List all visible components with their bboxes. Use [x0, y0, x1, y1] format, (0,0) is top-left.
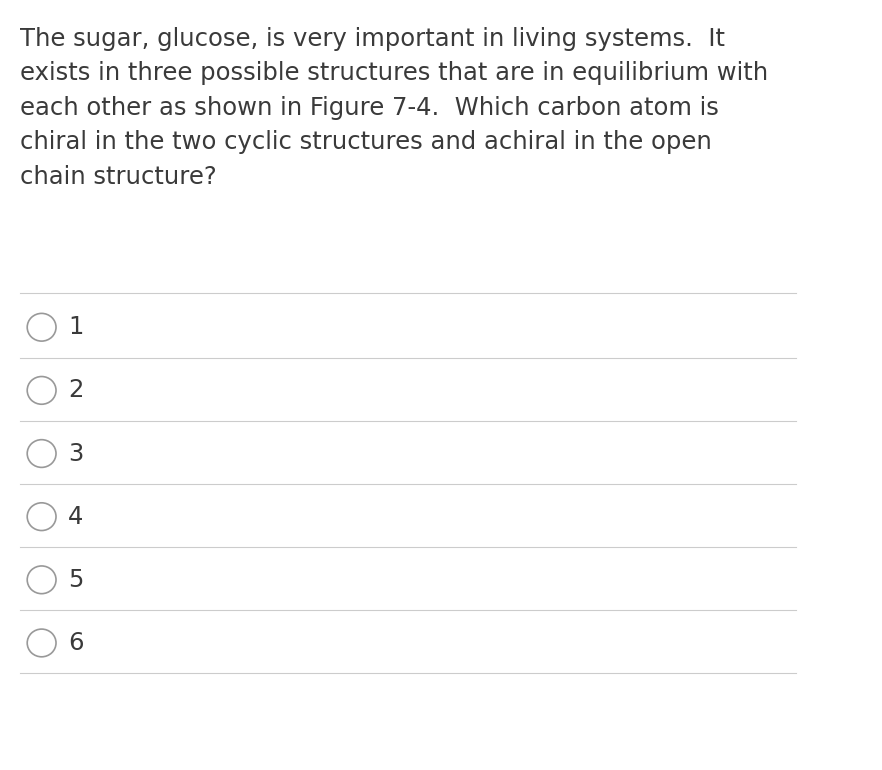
Text: 1: 1	[68, 315, 84, 340]
Text: 5: 5	[68, 567, 84, 592]
Text: 3: 3	[68, 441, 84, 466]
Text: 6: 6	[68, 631, 84, 655]
Text: 4: 4	[68, 504, 84, 529]
Text: 2: 2	[68, 378, 84, 403]
Text: The sugar, glucose, is very important in living systems.  It
exists in three pos: The sugar, glucose, is very important in…	[20, 27, 768, 189]
